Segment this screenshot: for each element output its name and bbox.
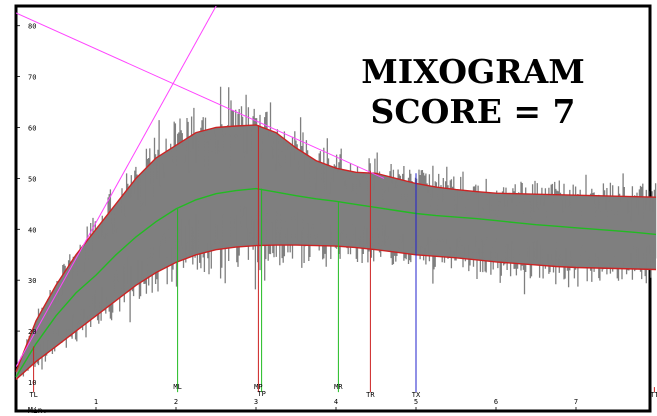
x-tick-label: 7 xyxy=(574,398,578,406)
marker-label-tt: TT xyxy=(650,391,657,399)
marker-label-mr: MR xyxy=(334,383,343,391)
axis-ticks: 2030405060708090101234567 xyxy=(16,23,578,411)
x-tick-label: 1 xyxy=(94,398,98,406)
x-axis-label: Min. xyxy=(28,406,47,415)
marker-label-tl: TL xyxy=(29,391,37,399)
y-tick-label: 10 xyxy=(28,379,36,387)
decay-line xyxy=(16,12,385,179)
y-tick-label: 20 xyxy=(28,328,36,336)
y-tick-label: 50 xyxy=(28,175,36,183)
series-line-middle xyxy=(15,187,657,378)
marker-label-tx: TX xyxy=(412,391,421,399)
x-tick-label: 2 xyxy=(174,398,178,406)
y-tick-label: 40 xyxy=(28,226,36,234)
marker-label-mp: MP xyxy=(254,383,262,391)
y-tick-label: 30 xyxy=(28,277,36,285)
chart-title-line-2: SCORE = 7 xyxy=(370,92,575,131)
marker-label-ml: ML xyxy=(173,383,181,391)
series-line-lower xyxy=(15,244,657,381)
y-tick-label: 70 xyxy=(28,74,36,82)
slope-line xyxy=(16,6,217,367)
x-tick-label: 4 xyxy=(334,398,338,406)
series-lines xyxy=(15,124,657,381)
series-line-upper xyxy=(15,124,657,373)
x-tick-label: 6 xyxy=(494,398,498,406)
y-tick-label: 80 xyxy=(28,23,36,31)
marker-label-tr: TR xyxy=(366,391,375,399)
chart-title-line-1: MIXOGRAM xyxy=(361,52,584,91)
x-tick-label: 5 xyxy=(414,398,418,406)
x-tick-label: 3 xyxy=(254,398,258,406)
y-tick-label: 60 xyxy=(28,125,36,133)
tangent-lines xyxy=(16,6,385,367)
marker-label-tp: TP xyxy=(257,390,265,398)
